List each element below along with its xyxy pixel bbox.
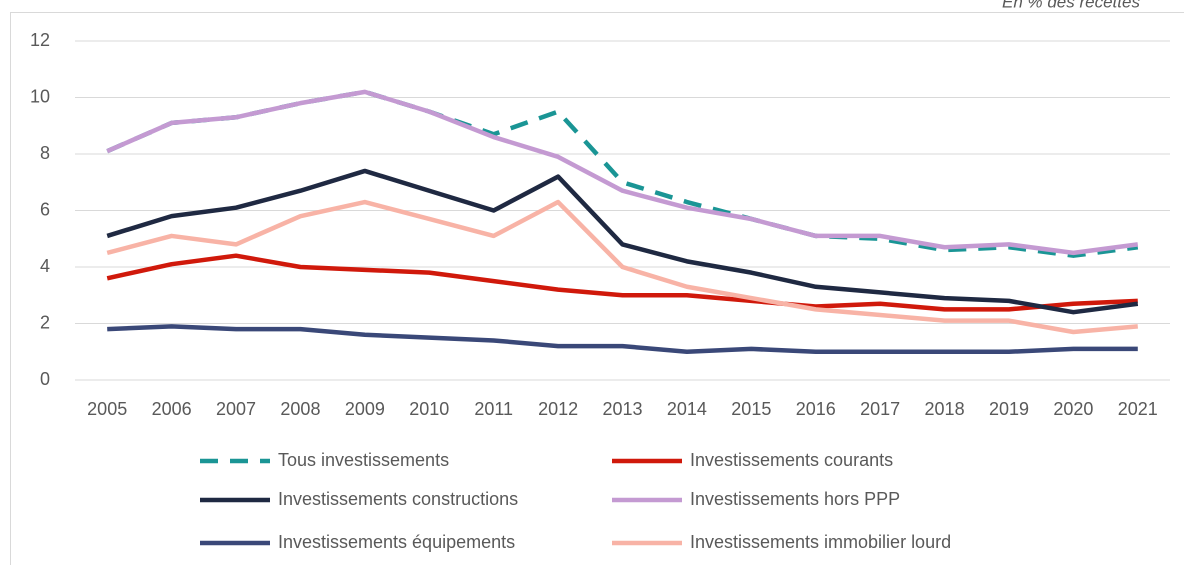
y-tick-label: 4 <box>40 256 50 276</box>
y-tick-label: 8 <box>40 143 50 163</box>
x-tick-label: 2021 <box>1118 399 1158 419</box>
x-tick-label: 2013 <box>602 399 642 419</box>
x-tick-label: 2016 <box>796 399 836 419</box>
legend-label: Investissements hors PPP <box>690 489 900 509</box>
y-tick-label: 6 <box>40 199 50 219</box>
legend-label: Investissements immobilier lourd <box>690 532 951 552</box>
chart-frame <box>10 12 1184 565</box>
series-line <box>106 89 1139 258</box>
series-line <box>106 168 1139 315</box>
series-line <box>106 89 1139 256</box>
x-tick-label: 2008 <box>280 399 320 419</box>
y-tick-label: 10 <box>30 86 50 106</box>
legend-label: Investissements équipements <box>278 532 515 552</box>
y-tick-label: 0 <box>40 369 50 389</box>
annotation: En % des recettes <box>1002 0 1140 11</box>
y-tick-label: 12 <box>30 30 50 50</box>
legend-label: Investissements courants <box>690 450 893 470</box>
legend-label: Investissements constructions <box>278 489 518 509</box>
legend-label: Tous investissements <box>278 450 449 470</box>
x-tick-label: 2012 <box>538 399 578 419</box>
x-tick-label: 2017 <box>860 399 900 419</box>
series-line <box>106 253 1138 312</box>
x-tick-label: 2015 <box>731 399 771 419</box>
x-tick-label: 2009 <box>345 399 385 419</box>
x-tick-label: 2006 <box>152 399 192 419</box>
series-line <box>106 199 1138 335</box>
y-tick-label: 2 <box>40 312 50 332</box>
x-tick-label: 2014 <box>667 399 707 419</box>
x-tick-label: 2011 <box>474 399 513 419</box>
x-tick-label: 2005 <box>87 399 127 419</box>
x-tick-label: 2019 <box>989 399 1029 419</box>
x-tick-label: 2020 <box>1053 399 1093 419</box>
x-tick-label: 2007 <box>216 399 256 419</box>
x-tick-label: 2010 <box>409 399 449 419</box>
series-line <box>107 324 1138 354</box>
x-tick-label: 2018 <box>925 399 965 419</box>
